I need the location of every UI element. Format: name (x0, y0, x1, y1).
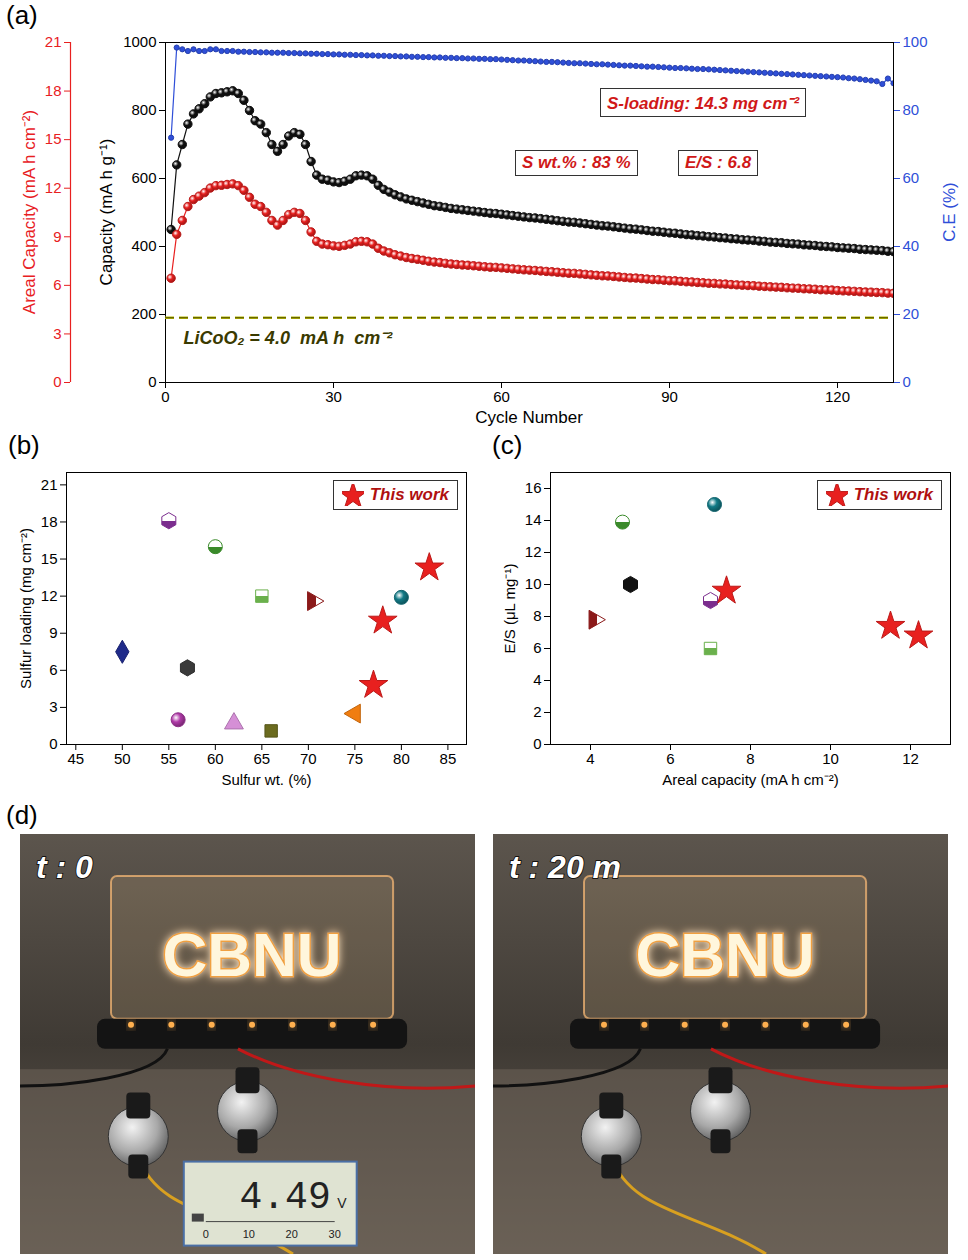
svg-text:Sulfur loading (mg cm⁻²): Sulfur loading (mg cm⁻²) (17, 528, 34, 689)
html-text:(c): (c) (492, 430, 523, 460)
svg-text:20: 20 (286, 1228, 298, 1240)
svg-text:15: 15 (41, 550, 58, 567)
svg-text:50: 50 (114, 750, 131, 767)
svg-text:16: 16 (525, 479, 542, 496)
svg-text:80: 80 (903, 101, 920, 118)
svg-text:8: 8 (533, 607, 541, 624)
svg-text:12: 12 (45, 179, 62, 196)
svg-text:600: 600 (131, 169, 156, 186)
html-text:(b): (b) (8, 430, 40, 460)
svg-text:90: 90 (661, 388, 678, 405)
svg-text:E/S (μL mg⁻¹): E/S (μL mg⁻¹) (501, 564, 518, 654)
svg-text:0: 0 (533, 735, 541, 752)
svg-text:6: 6 (49, 661, 57, 678)
svg-text:200: 200 (131, 305, 156, 322)
svg-text:21: 21 (41, 476, 58, 493)
svg-text:45: 45 (67, 750, 84, 767)
svg-text:9: 9 (53, 228, 61, 245)
svg-text:55: 55 (160, 750, 177, 767)
svg-text:80: 80 (393, 750, 410, 767)
svg-text:8: 8 (746, 750, 754, 767)
svg-text:CBNU: CBNU (162, 920, 341, 989)
svg-text:0: 0 (161, 388, 169, 405)
svg-text:LiCoO₂ = 4.0 mA h cm⁻²: LiCoO₂ = 4.0 mA h cm⁻² (184, 327, 394, 347)
svg-text:4.49: 4.49 (239, 1176, 330, 1219)
svg-text:12: 12 (525, 543, 542, 560)
svg-text:30: 30 (325, 388, 342, 405)
svg-text:10: 10 (243, 1228, 255, 1240)
svg-text:100: 100 (903, 33, 928, 50)
html-text:This work: This work (853, 485, 933, 504)
svg-text:0: 0 (903, 373, 911, 390)
svg-text:2: 2 (533, 703, 541, 720)
svg-text:3: 3 (49, 698, 57, 715)
svg-text:V: V (337, 1195, 347, 1211)
svg-text:CBNU: CBNU (635, 920, 814, 989)
svg-text:t : 20 m: t : 20 m (509, 849, 621, 885)
html-text:(a): (a) (6, 0, 38, 30)
svg-text:6: 6 (53, 276, 61, 293)
svg-text:60: 60 (903, 169, 920, 186)
html-text:S-loading: 14.3 mg cm⁻²: S-loading: 14.3 mg cm⁻² (607, 94, 800, 113)
svg-text:30: 30 (329, 1228, 341, 1240)
svg-text:4: 4 (533, 671, 541, 688)
svg-text:40: 40 (903, 237, 920, 254)
html-text:E/S : 6.8: E/S : 6.8 (685, 153, 752, 172)
svg-text:60: 60 (207, 750, 224, 767)
svg-text:70: 70 (300, 750, 317, 767)
svg-text:1000: 1000 (123, 33, 156, 50)
svg-text:3: 3 (53, 325, 61, 342)
svg-text:12: 12 (902, 750, 919, 767)
svg-text:10: 10 (822, 750, 839, 767)
svg-text:120: 120 (825, 388, 850, 405)
svg-text:Areal capacity (mA h cm⁻²): Areal capacity (mA h cm⁻²) (662, 771, 839, 788)
svg-text:6: 6 (666, 750, 674, 767)
svg-text:10: 10 (525, 575, 542, 592)
html-text:Cycle Number: Cycle Number (475, 408, 583, 427)
svg-text:75: 75 (347, 750, 364, 767)
svg-text:12: 12 (41, 587, 58, 604)
svg-text:0: 0 (148, 373, 156, 390)
html-text:S wt.% : 83 %: S wt.% : 83 % (522, 153, 631, 172)
svg-text:Sulfur wt. (%): Sulfur wt. (%) (221, 771, 311, 788)
svg-text:9: 9 (49, 624, 57, 641)
svg-text:85: 85 (440, 750, 457, 767)
svg-text:65: 65 (254, 750, 271, 767)
svg-text:0: 0 (203, 1228, 209, 1240)
svg-text:6: 6 (533, 639, 541, 656)
svg-text:4: 4 (586, 750, 594, 767)
svg-text:15: 15 (45, 130, 62, 147)
html-text:C.E (%): C.E (%) (940, 182, 959, 242)
svg-text:400: 400 (131, 237, 156, 254)
svg-text:18: 18 (41, 513, 58, 530)
svg-text:20: 20 (903, 305, 920, 322)
svg-text:18: 18 (45, 82, 62, 99)
svg-text:800: 800 (131, 101, 156, 118)
svg-text:14: 14 (525, 511, 542, 528)
svg-text:0: 0 (49, 735, 57, 752)
svg-text:21: 21 (45, 33, 62, 50)
svg-text:60: 60 (493, 388, 510, 405)
svg-text:t : 0: t : 0 (36, 849, 93, 885)
html-text:Areal Capacity (mA h cm⁻²): Areal Capacity (mA h cm⁻²) (19, 109, 39, 315)
svg-text:0: 0 (53, 373, 61, 390)
html-text:Capacity (mA h g⁻¹): Capacity (mA h g⁻¹) (96, 138, 116, 286)
html-text:This work: This work (369, 485, 449, 504)
html-text:(d): (d) (6, 800, 38, 830)
